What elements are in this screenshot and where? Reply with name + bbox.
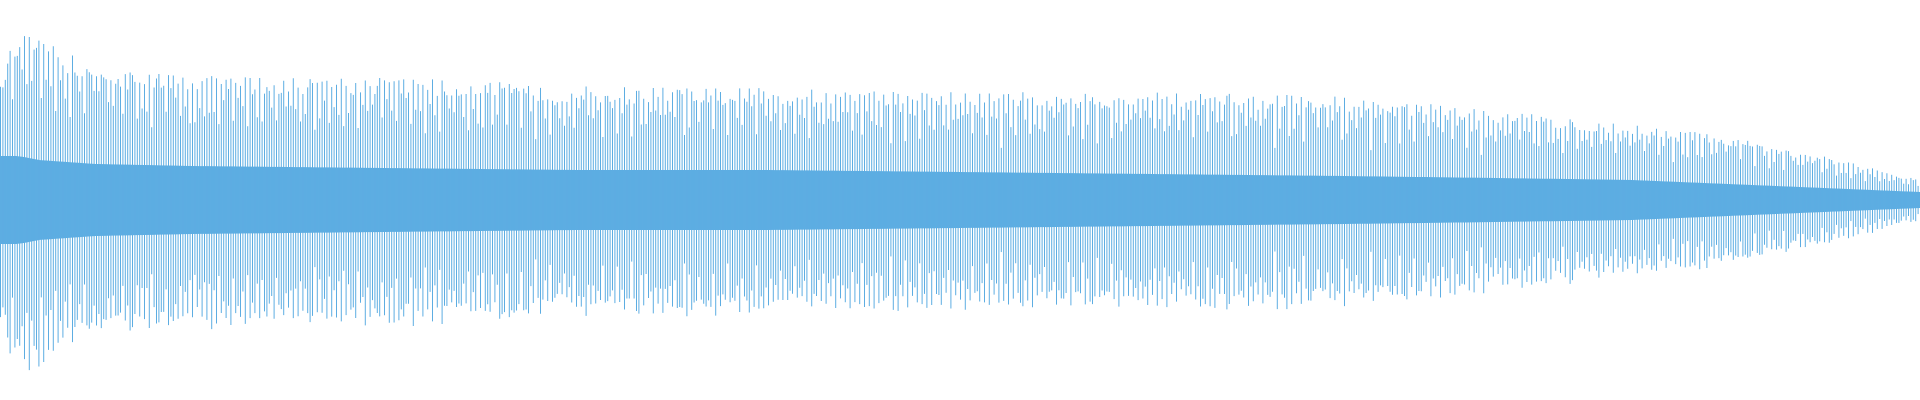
waveform-bars bbox=[0, 36, 1920, 371]
